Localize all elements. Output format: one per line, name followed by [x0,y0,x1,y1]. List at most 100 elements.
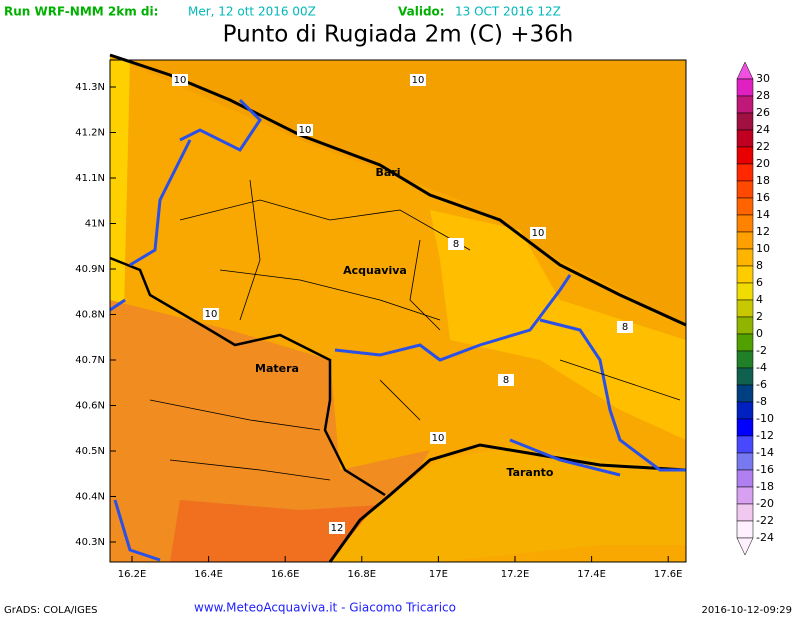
legend-box [736,384,754,403]
lon-label: 17.2E [501,569,530,580]
contour-label-bg [297,124,313,136]
legend-label: 22 [756,140,770,153]
legend-label: -24 [756,531,774,544]
legend-box [736,129,754,148]
contour-label-bg [329,522,345,534]
legend-label: 30 [756,72,770,85]
legend-box [736,231,754,250]
lon-label: 16.6E [271,569,300,580]
legend-label: 24 [756,123,770,136]
legend-cap [736,61,754,80]
city-label: Taranto [506,466,553,479]
lat-label: 40.5N [75,446,105,457]
legend-box [736,435,754,454]
legend-label: 16 [756,191,770,204]
legend-box [736,78,754,97]
legend-box [736,146,754,165]
legend-box [736,299,754,318]
legend-cap [736,537,754,556]
lon-label: 16.2E [118,569,147,580]
legend-box [736,333,754,352]
city-label: Acquaviva [343,264,407,277]
legend-label: -12 [756,429,774,442]
run-date: Mer, 12 ott 2016 00Z [188,5,316,19]
contour-label-bg [498,374,514,386]
contour-label: 10 [299,125,312,136]
legend-box [736,180,754,199]
contour-label-bg [530,227,546,239]
legend-label: -2 [756,344,767,357]
lat-label: 40.4N [75,492,105,503]
legend-box [736,214,754,233]
valid-label: Valido: [398,5,445,19]
legend-box [736,469,754,488]
lon-label: 16.8E [348,569,377,580]
legend-label: -6 [756,378,767,391]
contour-label: 8 [622,322,628,333]
legend-box [736,350,754,369]
credit: GrADS: COLA/IGES [4,605,98,616]
contour-label: 12 [331,523,344,534]
legend-label: 0 [756,327,763,340]
legend-box [736,452,754,471]
legend-label: 10 [756,242,770,255]
legend-box [736,197,754,216]
contour-label: 10 [432,433,445,444]
contour-label: 10 [174,75,187,86]
legend-label: 2 [756,310,763,323]
contour-label: 10 [412,75,425,86]
contour-label: 10 [532,228,545,239]
contour-label-bg [203,308,219,320]
legend-label: -16 [756,463,774,476]
contour-label: 8 [453,239,459,250]
lat-label: 40.9N [75,264,105,275]
city-label: Bari [375,166,400,179]
legend-box [736,503,754,522]
legend-label: -10 [756,412,774,425]
contour-label-bg [172,74,188,86]
legend-label: 26 [756,106,770,119]
legend-box [736,486,754,505]
legend-box [736,418,754,437]
lat-label: 40.3N [75,537,105,548]
map-field [110,55,686,562]
lat-label: 40.6N [75,401,105,412]
legend-label: 12 [756,225,770,238]
lon-label: 17.6E [654,569,683,580]
legend-box [736,112,754,131]
legend-label: -20 [756,497,774,510]
legend-label: 4 [756,293,763,306]
site: www.MeteoAcquaviva.it - Giacomo Tricaric… [194,601,456,615]
lat-label: 41.2N [75,128,105,139]
map-frame [109,59,687,563]
valid-date: 13 OCT 2016 12Z [455,5,561,19]
run-label: Run WRF-NMM 2km di: [4,5,158,19]
legend-box [736,520,754,539]
legend-label: -22 [756,514,774,527]
lat-label: 41N [85,219,105,230]
legend-label: 20 [756,157,770,170]
legend-label: -4 [756,361,767,374]
contour-label-bg [430,432,446,444]
legend-box [736,265,754,284]
legend-box [736,367,754,386]
legend-box [736,282,754,301]
timestamp: 2016-10-12-09:29 [701,605,792,616]
lon-label: 16.4E [194,569,223,580]
borders [109,53,687,563]
legend-box [736,163,754,182]
lat-label: 41.3N [75,82,105,93]
legend-label: -14 [756,446,774,459]
contour-label-bg [410,74,426,86]
legend-label: 28 [756,89,770,102]
legend-label: 14 [756,208,770,221]
legend-label: 6 [756,276,763,289]
legend-label: 18 [756,174,770,187]
legend-label: -8 [756,395,767,408]
legend-box [736,248,754,267]
lon-label: 17.4E [577,569,606,580]
title: Punto di Rugiada 2m (C) +36h [223,22,574,48]
legend-label: 8 [756,259,763,272]
city-label: Matera [255,362,299,375]
contour-label: 8 [503,375,509,386]
